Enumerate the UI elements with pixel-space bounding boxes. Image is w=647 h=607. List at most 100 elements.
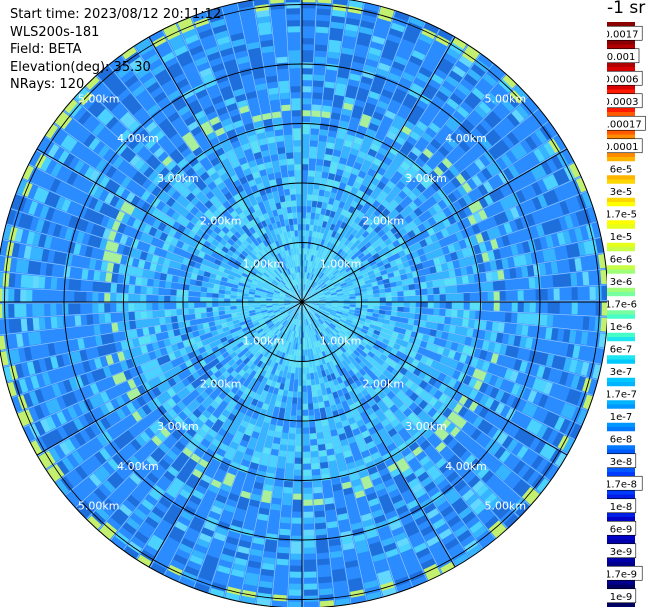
ray-gate (403, 301, 411, 307)
ray-gate (92, 281, 100, 292)
ray-gate (49, 303, 57, 316)
ray-gate (284, 140, 293, 148)
ray-gate (291, 109, 301, 117)
ray-gate (127, 294, 135, 303)
ray-gate (552, 314, 560, 328)
ray-separator (301, 301, 576, 441)
ray-gate (85, 303, 93, 314)
ray-gate (299, 253, 302, 261)
ray-gate (445, 309, 453, 317)
ray-gate (193, 302, 201, 308)
ray-gate (303, 487, 313, 495)
ray-gate (195, 318, 203, 325)
ray-gate (312, 194, 319, 202)
ray-gate (293, 217, 298, 225)
ray-gate (391, 301, 399, 307)
ray-gate (301, 163, 309, 171)
ray-gate (295, 433, 303, 441)
ray-gate (218, 310, 226, 316)
ray-gate (301, 55, 314, 63)
ray-gate (151, 302, 159, 311)
ray-gate (301, 169, 309, 177)
ray-gate (301, 61, 313, 69)
ray-gate (284, 194, 291, 202)
ray-gate (288, 433, 296, 441)
ray-gate (193, 297, 201, 303)
ray-gate (307, 193, 313, 201)
ray-separator (301, 301, 470, 559)
ray-gate (445, 301, 453, 309)
ray-gate (296, 193, 302, 201)
ray-gate (287, 170, 295, 177)
ray-gate (109, 303, 117, 313)
ray-gate (558, 315, 566, 328)
ray-gate (223, 294, 231, 299)
ray-gate (313, 188, 320, 196)
ray-gate (122, 275, 131, 285)
ray-gate (247, 304, 255, 308)
ray-gate (296, 199, 302, 207)
ray-gate (85, 292, 93, 303)
ray-gate (281, 170, 289, 178)
ray-gate (315, 420, 322, 428)
ray-gate (310, 439, 318, 446)
ray-gate (291, 529, 303, 537)
ray-gate (295, 445, 303, 453)
ray-gate (314, 62, 326, 70)
ray-gate (287, 390, 293, 398)
ray-separator (301, 301, 583, 426)
ray-gate (80, 314, 88, 326)
ray-gate (523, 301, 531, 313)
ray-gate (282, 426, 290, 434)
ray-gate (312, 86, 324, 94)
ray-gate (294, 235, 299, 243)
ray-gate (275, 570, 289, 578)
ray-gate (457, 309, 464, 318)
ray-gate (277, 146, 286, 155)
ray-gate (31, 289, 39, 303)
ray-gate (290, 409, 297, 417)
ray-gate (301, 91, 312, 99)
ray-gate (498, 312, 506, 322)
ray-gate (56, 278, 64, 290)
ray-gate (134, 311, 142, 320)
ray-separator (301, 301, 508, 529)
ray-gate (302, 379, 307, 387)
ray-gate (92, 314, 100, 325)
ray-gate (317, 146, 326, 154)
ray-gate (285, 402, 292, 410)
ray-gate (291, 397, 298, 405)
ray-gate (175, 289, 183, 296)
ray-gate (402, 312, 410, 319)
ray-gate (319, 128, 329, 137)
ray-gate (564, 315, 572, 329)
ray-gate (50, 277, 58, 290)
ray-gate (540, 314, 548, 326)
ray-gate (535, 301, 543, 313)
ray-gate (510, 312, 518, 324)
ray-gate (273, 582, 288, 590)
ray-gate (79, 291, 87, 303)
ray-gate (291, 103, 301, 111)
ray-gate (294, 457, 303, 465)
ray-gate (189, 278, 197, 286)
ray-gate (290, 559, 303, 567)
ray-gate (8, 273, 16, 288)
ray-gate (19, 304, 27, 317)
ray-gate (223, 302, 231, 307)
ray-gate (286, 13, 300, 21)
ray-gate (259, 302, 267, 305)
ray-gate (487, 301, 495, 311)
ray-gate (13, 289, 21, 303)
ray-gate (299, 259, 302, 267)
ray-gate (457, 301, 465, 310)
ray-gate (301, 157, 309, 165)
ray-gate (292, 127, 301, 135)
ray-gate (302, 439, 310, 447)
ray-gate (473, 319, 482, 329)
ray-gate (312, 92, 323, 100)
ray-gate (38, 317, 46, 330)
ray-gate (290, 541, 303, 549)
ray-gate (285, 0, 300, 3)
ray-gate (314, 510, 325, 518)
